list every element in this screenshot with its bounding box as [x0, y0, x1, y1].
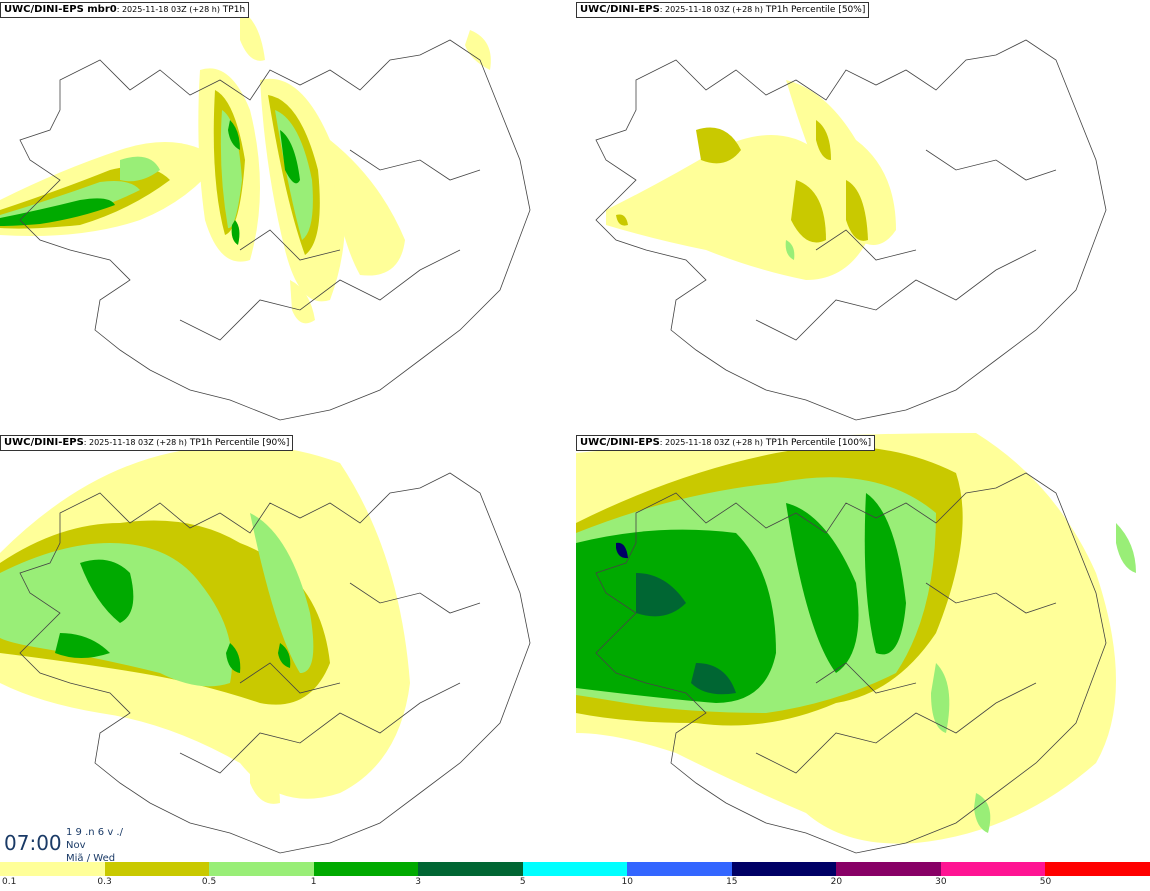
- colorbar-tick-label: 20: [830, 877, 843, 887]
- run-info: : 2025-11-18 03Z (+28 h): [659, 5, 763, 14]
- colorbar-tick-label: 30: [935, 877, 947, 887]
- model-name: UWC/DINI-EPS mbr0: [4, 4, 117, 15]
- colorbar-swatch: [104, 862, 210, 876]
- date-line-1: 1 9 .n 6 v ./: [66, 827, 123, 838]
- colorbar-tick-label: 1: [310, 877, 317, 887]
- precipitation-map: [0, 445, 531, 854]
- precip-fields: [0, 10, 491, 324]
- run-info: : 2025-11-18 03Z (+28 h): [659, 438, 763, 447]
- precip-fields: [606, 80, 896, 280]
- valid-date: 1 9 .n 6 v ./ Nov Miã / Wed: [66, 826, 123, 865]
- colorbar-tick-label: 10: [621, 877, 633, 887]
- parameter-label: TP1h: [219, 5, 246, 15]
- parameter-label: TP1h Percentile [50%]: [762, 5, 866, 15]
- precipitation-map: [595, 39, 1107, 421]
- colorbar-tick-label: 0.5: [201, 877, 217, 887]
- colorbar-ticks: 0.1 0.3 0.5 1 3 5 10 15 20 30 50: [0, 877, 1150, 891]
- panel-title: UWC/DINI-EPS: 2025-11-18 03Z (+28 h) TP1…: [0, 435, 294, 451]
- colorbar-swatch: [418, 862, 523, 876]
- valid-time: 07:00: [4, 831, 62, 855]
- precipitation-map: [0, 10, 531, 421]
- colorbar-swatch: [731, 862, 837, 876]
- coastline: [595, 39, 1107, 421]
- date-line-3: Miã / Wed: [66, 853, 116, 864]
- parameter-label: TP1h Percentile [100%]: [762, 438, 872, 448]
- colorbar-tick-label: 5: [519, 877, 526, 887]
- colorbar-swatch: [209, 862, 314, 876]
- run-info: : 2025-11-18 03Z (+28 h): [83, 438, 187, 447]
- colorbar-swatch: [836, 862, 941, 876]
- colorbar-tick-label: 3: [415, 877, 422, 887]
- colorbar-swatch: [940, 862, 1046, 876]
- date-line-2: Nov: [66, 840, 86, 851]
- model-name: UWC/DINI-EPS: [580, 4, 660, 15]
- precip-fields: [0, 445, 410, 804]
- precip-colorbar: [0, 862, 1150, 876]
- model-name: UWC/DINI-EPS: [580, 437, 660, 448]
- valid-time-box: 07:00 1 9 .n 6 v ./ Nov Miã / Wed: [0, 824, 134, 865]
- colorbar-tick-label: 15: [726, 877, 738, 887]
- parameter-label: TP1h Percentile [90%]: [186, 438, 290, 448]
- map-panel-percentile-50: UWC/DINI-EPS: 2025-11-18 03Z (+28 h) TP1…: [576, 0, 1150, 430]
- precipitation-map: [576, 433, 1136, 854]
- colorbar-swatch: [627, 862, 732, 876]
- coastline: [19, 472, 531, 854]
- colorbar-tick-label: 0.3: [97, 877, 112, 887]
- coastline: [19, 39, 531, 421]
- coastline: [595, 472, 1107, 854]
- panel-title: UWC/DINI-EPS mbr0: 2025-11-18 03Z (+28 h…: [0, 2, 250, 18]
- map-panel-percentile-90: UWC/DINI-EPS: 2025-11-18 03Z (+28 h) TP1…: [0, 433, 574, 863]
- panel-title: UWC/DINI-EPS: 2025-11-18 03Z (+28 h) TP1…: [576, 2, 870, 18]
- colorbar-swatch: [522, 862, 628, 876]
- colorbar-tick-label: 50: [1039, 877, 1052, 887]
- colorbar-tick-label: 0.1: [2, 877, 17, 887]
- model-name: UWC/DINI-EPS: [4, 437, 84, 448]
- colorbar-swatch: [1045, 862, 1150, 876]
- colorbar-swatch: [313, 862, 419, 876]
- colorbar-swatch: [0, 862, 105, 876]
- panel-title: UWC/DINI-EPS: 2025-11-18 03Z (+28 h) TP1…: [576, 435, 876, 451]
- run-info: : 2025-11-18 03Z (+28 h): [116, 5, 220, 14]
- map-panel-percentile-100: UWC/DINI-EPS: 2025-11-18 03Z (+28 h) TP1…: [576, 433, 1150, 863]
- precip-fields: [576, 433, 1136, 844]
- map-panel-mbr0: UWC/DINI-EPS mbr0: 2025-11-18 03Z (+28 h…: [0, 0, 574, 430]
